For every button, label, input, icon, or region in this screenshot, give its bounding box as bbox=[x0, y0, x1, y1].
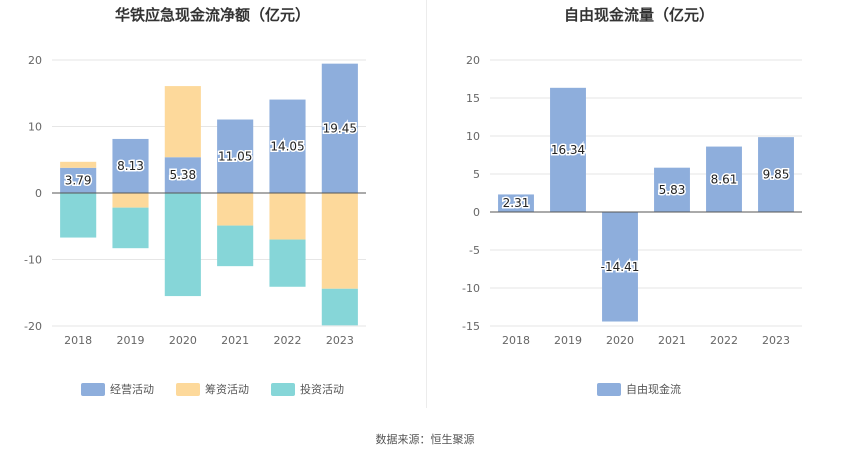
legend-label: 筹资活动 bbox=[205, 383, 249, 396]
y-tick-label: -5 bbox=[469, 244, 480, 257]
bar bbox=[164, 193, 201, 297]
data-label: 9.85 bbox=[763, 168, 790, 182]
bar bbox=[164, 157, 201, 193]
data-label: 14.05 bbox=[270, 139, 304, 153]
legend-swatch bbox=[271, 382, 295, 396]
bar bbox=[164, 86, 201, 158]
legend-swatch bbox=[176, 382, 200, 396]
bar bbox=[498, 194, 534, 212]
chart-title: 自由现金流量（亿元） bbox=[563, 6, 714, 24]
bar bbox=[112, 193, 149, 208]
legend-item[interactable]: 经营活动 bbox=[81, 381, 154, 397]
y-tick-label: 20 bbox=[28, 54, 42, 67]
y-tick-label: 5 bbox=[473, 168, 480, 181]
data-label: 8.13 bbox=[117, 159, 144, 173]
bar bbox=[60, 193, 97, 238]
free-cashflow-panel: 自由现金流量（亿元） -15 -10 -5 0 5 10 15 20 2.31 16.34 -14.… bbox=[428, 0, 850, 410]
y-tick-label: 0 bbox=[35, 187, 42, 200]
data-label: 19.45 bbox=[323, 121, 357, 135]
data-label: 2.31 bbox=[503, 196, 530, 210]
y-tick-label: 20 bbox=[466, 54, 480, 67]
legend-swatch bbox=[81, 382, 105, 396]
legend-label: 经营活动 bbox=[110, 383, 154, 396]
cashflow-net-panel: 华铁应急现金流净额（亿元） -20 -10 0 10 20 3.79 8.13 5.38 11.… bbox=[0, 0, 425, 410]
x-tick-label: 2019 bbox=[554, 334, 582, 347]
chart-legend: 自由现金流 bbox=[428, 381, 850, 397]
bar bbox=[112, 207, 149, 249]
x-tick-label: 2018 bbox=[64, 334, 92, 347]
y-tick-label: 0 bbox=[473, 206, 480, 219]
y-tick-label: 10 bbox=[28, 121, 42, 134]
x-tick-label: 2022 bbox=[274, 334, 302, 347]
bar bbox=[654, 167, 690, 212]
bar bbox=[321, 288, 358, 326]
bar bbox=[269, 99, 306, 193]
x-tick-label: 2023 bbox=[326, 334, 354, 347]
x-tick-label: 2021 bbox=[658, 334, 686, 347]
x-tick-label: 2020 bbox=[169, 334, 197, 347]
y-tick-label: -10 bbox=[462, 282, 480, 295]
chart-title: 华铁应急现金流净额（亿元） bbox=[114, 6, 310, 24]
data-label: 16.34 bbox=[551, 143, 585, 157]
x-tick-label: 2023 bbox=[762, 334, 790, 347]
legend-label: 自由现金流 bbox=[626, 383, 681, 396]
y-tick-label: -10 bbox=[24, 254, 42, 267]
bar bbox=[321, 63, 358, 193]
free-cashflow-chart: -15 -10 -5 0 5 10 15 20 2.31 16.34 -14.41 5.83 8.61 9… bbox=[462, 54, 802, 347]
bar bbox=[217, 119, 254, 193]
data-label: 8.61 bbox=[711, 172, 738, 186]
legend-label: 投资活动 bbox=[300, 383, 344, 396]
bar bbox=[217, 193, 254, 226]
x-tick-label: 2022 bbox=[710, 334, 738, 347]
bar bbox=[602, 212, 638, 322]
chart-legend: 经营活动 筹资活动 投资活动 bbox=[0, 381, 425, 397]
bar bbox=[269, 193, 306, 240]
y-tick-label: -20 bbox=[24, 320, 42, 333]
bar bbox=[550, 87, 586, 212]
data-label: 3.79 bbox=[65, 173, 92, 187]
y-tick-label: 15 bbox=[466, 92, 480, 105]
x-tick-label: 2019 bbox=[117, 334, 145, 347]
x-tick-label: 2021 bbox=[221, 334, 249, 347]
legend-item[interactable]: 投资活动 bbox=[271, 381, 344, 397]
data-label: 5.83 bbox=[659, 183, 686, 197]
x-tick-label: 2018 bbox=[502, 334, 530, 347]
x-tick-label: 2020 bbox=[606, 334, 634, 347]
bar bbox=[269, 239, 306, 287]
panel-divider bbox=[426, 0, 427, 408]
legend-swatch bbox=[597, 382, 621, 396]
bar bbox=[321, 193, 358, 289]
bar bbox=[60, 167, 97, 193]
source-note: 数据来源：恒生聚源 bbox=[375, 433, 475, 446]
y-tick-label: -15 bbox=[462, 320, 480, 333]
legend-item[interactable]: 筹资活动 bbox=[176, 381, 249, 397]
bar bbox=[60, 161, 97, 168]
data-label: 11.05 bbox=[218, 149, 252, 163]
bar bbox=[758, 137, 794, 212]
bar bbox=[217, 225, 254, 267]
legend-item[interactable]: 自由现金流 bbox=[597, 381, 681, 397]
bar bbox=[706, 146, 742, 212]
bar bbox=[112, 138, 149, 193]
y-tick-label: 10 bbox=[466, 130, 480, 143]
data-label: 5.38 bbox=[169, 168, 196, 182]
data-label: -14.41 bbox=[601, 260, 640, 274]
cashflow-net-chart: -20 -10 0 10 20 3.79 8.13 5.38 11.05 14.05 19.45 20… bbox=[24, 54, 366, 347]
